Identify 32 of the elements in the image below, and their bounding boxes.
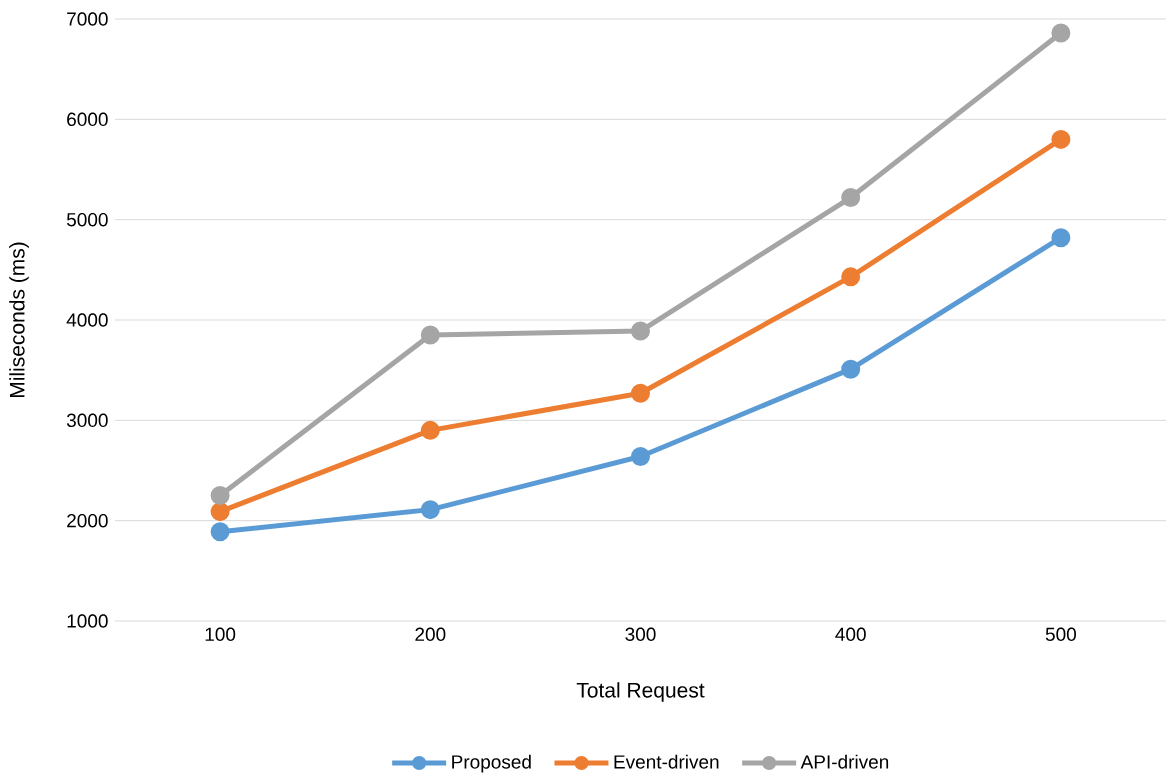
y-tick-label: 4000 [66,313,108,327]
y-tick-label: 2000 [67,513,108,528]
y-tick-label: 5000 [66,212,108,227]
point [630,321,650,341]
x-axis-title: Total Request [576,682,705,702]
point [1051,23,1071,43]
point [841,359,861,379]
point [630,446,650,466]
point [1051,129,1071,149]
x-tick-label: 300 [625,627,656,641]
point [210,486,230,506]
legend-label: API-driven [800,754,889,769]
point [420,500,440,520]
point [841,267,861,287]
y-axis-title: Miliseconds (ms) [9,242,29,398]
point [1051,228,1071,248]
x-tick-label: 500 [1045,627,1076,641]
point [420,325,440,345]
y-tick-label: 1000 [67,614,108,628]
point [841,188,861,208]
y-tick-label: 3000 [66,413,108,428]
point [210,522,230,542]
x-tick-label: 200 [415,627,446,641]
point [630,383,650,403]
legend-label: Proposed [452,754,531,773]
y-tick-label: 6000 [67,112,108,127]
point [210,502,230,522]
y-tick-label: 7000 [67,12,108,26]
point [420,420,440,440]
x-tick-label: 100 [205,627,236,641]
x-tick-label: 400 [835,627,866,641]
legend-label: Event-driven [614,754,719,769]
